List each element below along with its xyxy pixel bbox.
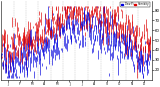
Legend: Dew Pt, Humidity: Dew Pt, Humidity [120, 2, 150, 7]
